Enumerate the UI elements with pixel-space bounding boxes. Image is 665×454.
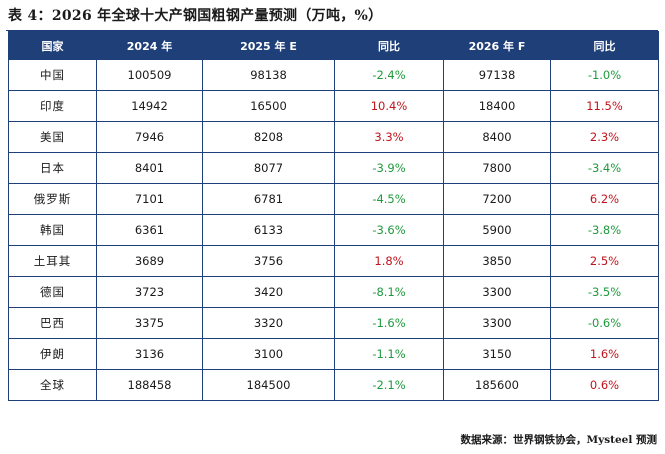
yoy-2025-cell: -2.4% [334,59,444,91]
header-2025e: 2025 年 E [202,31,335,60]
country-cell: 印度 [8,90,97,122]
table-row: 伊朗 3136 3100 -1.1% 3150 1.6% [8,338,659,370]
yoy-2025-cell: 3.3% [334,121,444,153]
yoy-2025-cell: -2.1% [334,369,444,401]
yoy-2025-cell: -1.6% [334,307,444,339]
yoy-2026-cell: 2.3% [550,121,659,153]
steel-output-table: 国家 2024 年 2025 年 E 同比 2026 年 F 同比 中国 1005… [8,31,659,401]
country-cell: 土耳其 [8,245,97,277]
country-cell: 美国 [8,121,97,153]
table-title: 表 4：2026 年全球十大产钢国粗钢产量预测（万吨，%） [8,8,383,24]
yoy-2026-cell: -1.0% [550,59,659,91]
output-2024-cell: 3723 [96,276,203,308]
output-2026f-cell: 3300 [443,307,551,339]
yoy-2025-cell: 1.8% [334,245,444,277]
output-2024-cell: 100509 [96,59,203,91]
yoy-2026-cell: -3.4% [550,152,659,184]
yoy-2025-cell: 10.4% [334,90,444,122]
yoy-2025-cell: -8.1% [334,276,444,308]
output-2026f-cell: 3150 [443,338,551,370]
output-2025e-cell: 16500 [202,90,335,122]
country-cell: 德国 [8,276,97,308]
yoy-2026-cell: 2.5% [550,245,659,277]
table-row: 德国 3723 3420 -8.1% 3300 -3.5% [8,276,659,308]
output-2024-cell: 14942 [96,90,203,122]
output-2025e-cell: 3420 [202,276,335,308]
output-2026f-cell: 3300 [443,276,551,308]
yoy-2025-cell: -4.5% [334,183,444,215]
yoy-2026-cell: 11.5% [550,90,659,122]
output-2026f-cell: 7800 [443,152,551,184]
table-body: 中国 100509 98138 -2.4% 97138 -1.0% 印度 14942 16500… [8,59,659,401]
output-2026f-cell: 97138 [443,59,551,91]
output-2024-cell: 6361 [96,214,203,246]
header-yoy-2026: 同比 [550,31,659,60]
country-cell: 伊朗 [8,338,97,370]
output-2024-cell: 188458 [96,369,203,401]
output-2025e-cell: 8208 [202,121,335,153]
yoy-2025-cell: -3.6% [334,214,444,246]
output-2025e-cell: 8077 [202,152,335,184]
output-2025e-cell: 184500 [202,369,335,401]
yoy-2026-cell: 1.6% [550,338,659,370]
yoy-2025-cell: -3.9% [334,152,444,184]
table-row: 巴西 3375 3320 -1.6% 3300 -0.6% [8,307,659,339]
yoy-2026-cell: -0.6% [550,307,659,339]
yoy-2025-cell: -1.1% [334,338,444,370]
title-divider [6,30,658,31]
table-row: 全球 188458 184500 -2.1% 185600 0.6% [8,369,659,401]
table-row: 美国 7946 8208 3.3% 8400 2.3% [8,121,659,153]
table-row: 中国 100509 98138 -2.4% 97138 -1.0% [8,59,659,91]
source-note: 数据来源：世界钢铁协会，Mysteel 预测 [460,434,658,446]
country-cell: 中国 [8,59,97,91]
yoy-2026-cell: -3.8% [550,214,659,246]
yoy-2026-cell: 6.2% [550,183,659,215]
table-row: 韩国 6361 6133 -3.6% 5900 -3.8% [8,214,659,246]
output-2024-cell: 7946 [96,121,203,153]
output-2024-cell: 3136 [96,338,203,370]
output-2024-cell: 7101 [96,183,203,215]
output-2024-cell: 8401 [96,152,203,184]
output-2025e-cell: 6133 [202,214,335,246]
header-country: 国家 [8,31,97,60]
output-2025e-cell: 3320 [202,307,335,339]
output-2026f-cell: 7200 [443,183,551,215]
header-yoy-2025: 同比 [334,31,444,60]
country-cell: 巴西 [8,307,97,339]
country-cell: 日本 [8,152,97,184]
output-2026f-cell: 185600 [443,369,551,401]
output-2025e-cell: 3756 [202,245,335,277]
header-2026f: 2026 年 F [443,31,551,60]
output-2026f-cell: 18400 [443,90,551,122]
output-2024-cell: 3689 [96,245,203,277]
output-2024-cell: 3375 [96,307,203,339]
table-row: 土耳其 3689 3756 1.8% 3850 2.5% [8,245,659,277]
country-cell: 韩国 [8,214,97,246]
yoy-2026-cell: 0.6% [550,369,659,401]
yoy-2026-cell: -3.5% [550,276,659,308]
output-2026f-cell: 5900 [443,214,551,246]
table-row: 俄罗斯 7101 6781 -4.5% 7200 6.2% [8,183,659,215]
output-2025e-cell: 3100 [202,338,335,370]
table-row: 印度 14942 16500 10.4% 18400 11.5% [8,90,659,122]
country-cell: 全球 [8,369,97,401]
output-2025e-cell: 98138 [202,59,335,91]
output-2025e-cell: 6781 [202,183,335,215]
output-2026f-cell: 3850 [443,245,551,277]
country-cell: 俄罗斯 [8,183,97,215]
output-2026f-cell: 8400 [443,121,551,153]
table-row: 日本 8401 8077 -3.9% 7800 -3.4% [8,152,659,184]
header-2024: 2024 年 [96,31,203,60]
table-header-row: 国家 2024 年 2025 年 E 同比 2026 年 F 同比 [8,31,659,60]
